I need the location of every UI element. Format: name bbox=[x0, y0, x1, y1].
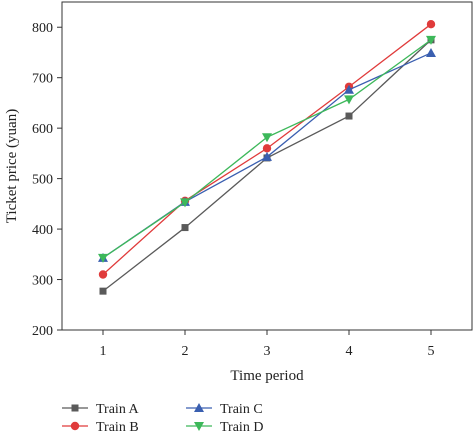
data-point bbox=[344, 84, 354, 94]
y-axis-label: Ticket price (yuan) bbox=[4, 109, 20, 223]
data-point bbox=[262, 151, 272, 161]
data-point bbox=[98, 270, 108, 279]
data-point bbox=[426, 20, 436, 29]
legend-label: Train B bbox=[96, 420, 139, 432]
y-tick-label: 300 bbox=[32, 274, 53, 289]
legend-item: Train C bbox=[186, 402, 263, 417]
data-point bbox=[344, 95, 354, 105]
x-tick-label: 5 bbox=[428, 344, 435, 359]
y-tick-label: 700 bbox=[32, 72, 53, 87]
data-point bbox=[262, 133, 272, 143]
series-train-d bbox=[98, 35, 436, 263]
legend-label: Train A bbox=[96, 402, 140, 417]
data-point bbox=[426, 47, 436, 57]
data-point bbox=[181, 224, 189, 232]
data-point bbox=[262, 144, 272, 153]
x-tick-label: 3 bbox=[264, 344, 271, 359]
y-tick-label: 800 bbox=[32, 21, 53, 36]
y-tick-label: 400 bbox=[32, 223, 53, 238]
legend-marker bbox=[194, 422, 204, 431]
data-point bbox=[426, 35, 436, 45]
legend-label: Train D bbox=[220, 420, 263, 432]
data-point bbox=[98, 253, 108, 263]
legend-marker bbox=[194, 403, 204, 412]
plot-border bbox=[61, 1, 473, 331]
legend-item: Train B bbox=[62, 420, 139, 432]
legend-marker bbox=[70, 421, 80, 431]
y-axis: 200 300 400 500 600 700 800 bbox=[32, 21, 62, 339]
plot-area bbox=[61, 1, 473, 331]
data-point bbox=[99, 287, 107, 295]
series-layer bbox=[98, 20, 436, 295]
x-tick-label: 2 bbox=[182, 344, 189, 359]
legend-label: Train C bbox=[220, 402, 263, 417]
data-point bbox=[180, 198, 190, 208]
series-train-c bbox=[98, 47, 436, 262]
legend-marker bbox=[71, 404, 79, 412]
series-line bbox=[102, 39, 432, 292]
legend-item: Train D bbox=[186, 420, 263, 432]
x-tick-label: 1 bbox=[100, 344, 107, 359]
y-tick-label: 500 bbox=[32, 173, 53, 188]
y-tick-label: 600 bbox=[32, 122, 53, 137]
y-tick-label: 200 bbox=[32, 324, 53, 339]
series-train-a bbox=[99, 36, 435, 295]
x-axis-label: Time period bbox=[230, 368, 304, 384]
legend-item: Train A bbox=[62, 402, 140, 417]
data-point bbox=[345, 112, 353, 120]
x-axis: 1 2 3 4 5 bbox=[100, 330, 435, 359]
x-tick-label: 4 bbox=[346, 344, 353, 359]
legend: Train A Train B Train C Train D bbox=[62, 402, 263, 432]
series-train-b bbox=[98, 20, 436, 279]
